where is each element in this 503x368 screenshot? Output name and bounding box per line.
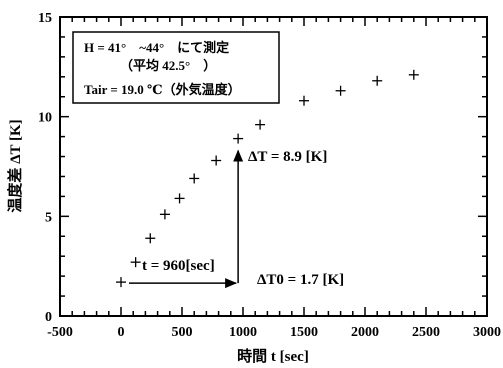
y-tick-label: 15 xyxy=(38,11,52,26)
data-point xyxy=(335,85,346,96)
x-tick-label: 2500 xyxy=(412,325,440,340)
data-point xyxy=(255,119,266,130)
x-tick-label: 1500 xyxy=(290,325,318,340)
data-point xyxy=(372,75,383,86)
data-point xyxy=(211,155,222,166)
data-point xyxy=(233,133,244,144)
annotation-t-label: t = 960[sec] xyxy=(142,258,215,274)
annotation-arrows xyxy=(129,149,244,289)
data-point xyxy=(189,173,200,184)
x-tick-label: 3000 xyxy=(473,325,501,340)
note-line-3: Tair = 19.0 ℃（外気温度） xyxy=(84,82,241,97)
x-tick-label: 0 xyxy=(118,325,125,340)
note-box xyxy=(72,31,280,104)
x-axis-title: 時間 t [sec] xyxy=(237,347,309,365)
data-point xyxy=(116,277,126,288)
note-line-2: （平均 42.5° ） xyxy=(120,58,216,73)
x-tick-label: 500 xyxy=(172,325,193,340)
x-tick-label: 1000 xyxy=(229,325,257,340)
annotation-dt0-label: ΔT0 = 1.7 [K] xyxy=(257,272,344,288)
x-tick-label: -500 xyxy=(47,325,73,340)
data-points xyxy=(116,69,419,288)
data-point xyxy=(145,233,156,244)
y-tick-label: 5 xyxy=(45,210,52,225)
data-point xyxy=(174,193,185,204)
data-point xyxy=(130,257,141,268)
y-tick-label: 0 xyxy=(45,310,52,325)
data-point xyxy=(159,209,170,220)
data-point xyxy=(408,69,419,80)
plot-frame xyxy=(59,16,488,317)
y-tick-label: 10 xyxy=(38,111,52,126)
x-tick-label: 2000 xyxy=(351,325,379,340)
data-point xyxy=(299,95,309,106)
annotation-dt-label: ΔT = 8.9 [K] xyxy=(248,149,327,165)
y-axis-title: 温度差 ΔT [K] xyxy=(6,119,24,212)
note-line-1: H = 41° ~44° にて測定 xyxy=(84,40,229,55)
